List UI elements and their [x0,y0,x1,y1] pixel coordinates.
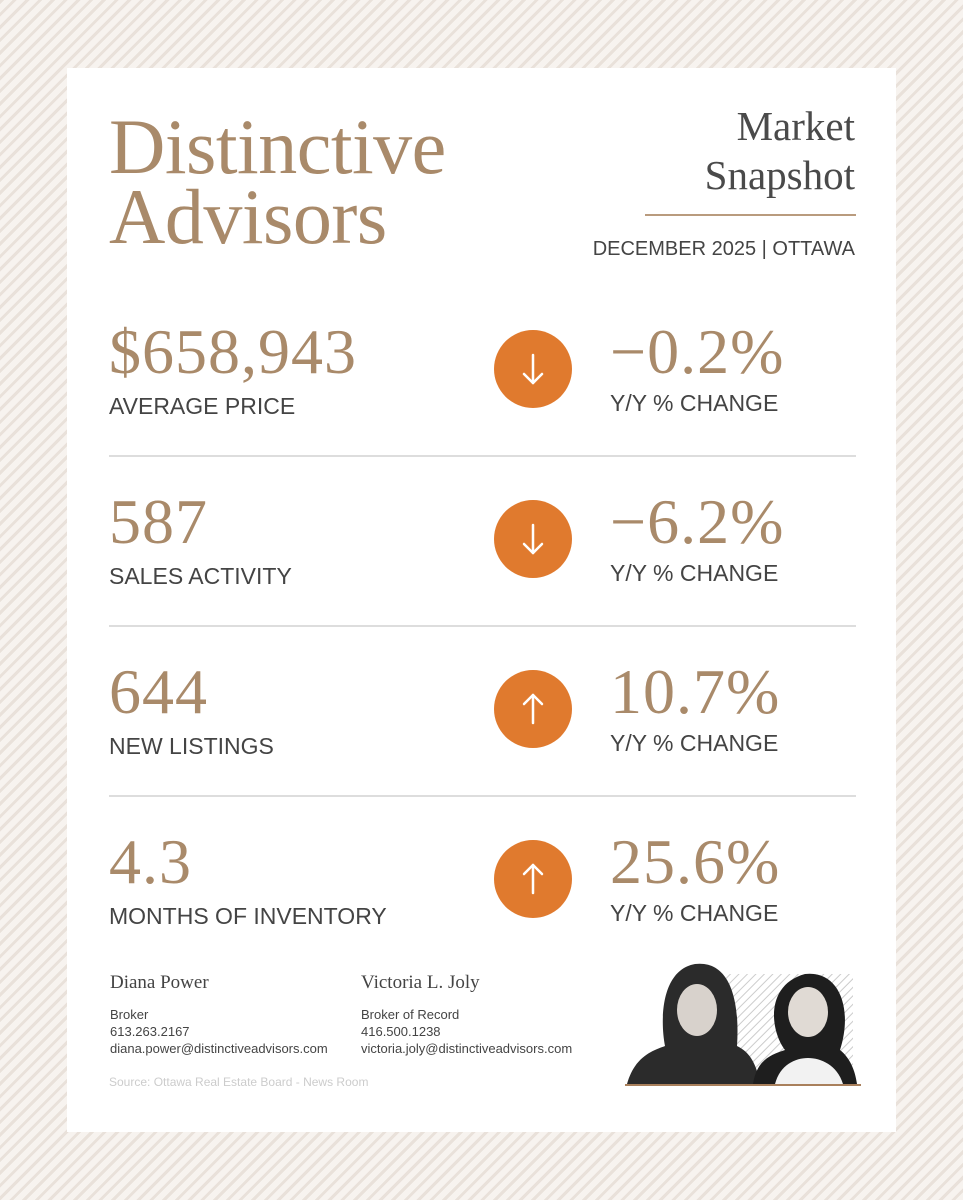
contact-phone: 416.500.1238 [361,1024,441,1039]
contact-phone: 613.263.2167 [110,1024,190,1039]
trend-icon [494,670,572,748]
subtitle: DECEMBER 2025 | OTTAWA [592,238,855,260]
stat-change: 25.6% [610,826,781,897]
stat-value: 644 [109,656,208,727]
divider [109,795,856,797]
stat-label: SALES ACTIVITY [109,563,292,589]
divider [109,455,856,457]
title-line: Snapshot [704,152,855,198]
change-label: Y/Y % CHANGE [610,560,779,586]
stat-change: 10.7% [610,656,781,727]
title-line: Market [736,103,855,149]
stat-value: 4.3 [109,826,192,897]
stat-label: NEW LISTINGS [109,733,274,759]
divider [109,625,856,627]
stat-value: $658,943 [109,316,357,387]
change-label: Y/Y % CHANGE [610,390,779,416]
stat-value: 587 [109,486,208,557]
contact-role: Broker of Record [361,1007,460,1022]
trend-icon [494,500,572,578]
trend-icon [494,330,572,408]
stat-label: MONTHS OF INVENTORY [109,903,387,929]
trend-icon [494,840,572,918]
stat-label: AVERAGE PRICE [109,393,296,419]
contact-name: Victoria L. Joly [361,972,480,993]
stat-change: −6.2% [610,486,785,557]
contact-email: diana.power@distinctiveadvisors.com [110,1041,328,1056]
contact-role: Broker [110,1007,149,1022]
change-label: Y/Y % CHANGE [610,730,779,756]
stat-change: −0.2% [610,316,785,387]
arrow [522,523,544,555]
contact-name: Diana Power [110,972,209,993]
photo [625,963,861,1086]
arrow [522,353,544,385]
contact-email: victoria.joly@distinctiveadvisors.com [361,1041,573,1056]
title-rule [645,214,856,216]
source: Source: Ottawa Real Estate Board - News … [109,1075,369,1089]
card: Distinctive Advisors Market Snapshot DEC… [67,68,896,1132]
change-label: Y/Y % CHANGE [610,900,779,926]
brand-line: Distinctive [109,103,446,190]
arrow [522,863,544,895]
brand-line: Advisors [109,173,387,260]
arrow [522,693,544,725]
